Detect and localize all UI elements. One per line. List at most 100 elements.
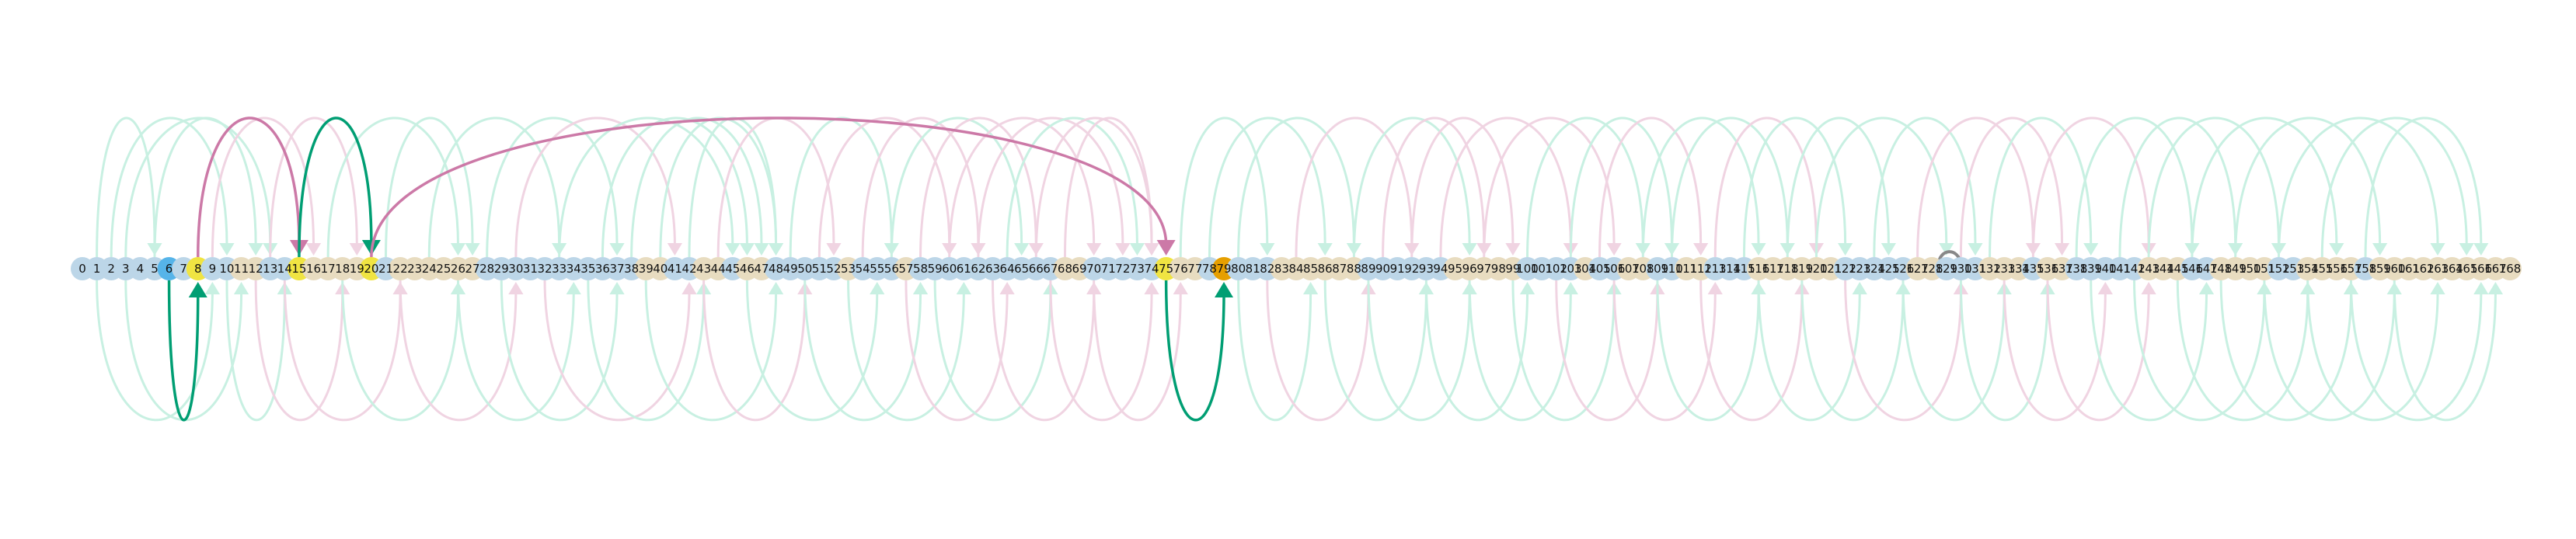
node-label-64: 64 — [1000, 262, 1015, 276]
node-label-141: 141 — [2109, 262, 2132, 276]
node-label-36: 36 — [595, 262, 610, 276]
arc-30-41 — [514, 116, 676, 258]
arc-82-89 — [1266, 280, 1370, 422]
node-label-37: 37 — [609, 262, 624, 276]
node-label-168: 168 — [2499, 262, 2522, 276]
arc-151-160 — [2263, 280, 2396, 422]
node-label-143: 143 — [2138, 262, 2160, 276]
node-label-55: 55 — [870, 262, 884, 276]
arc-158-166 — [2364, 116, 2483, 258]
arc-80-85 — [1237, 280, 1312, 422]
node-label-16: 16 — [306, 262, 321, 276]
nodes-layer: 0 1 2 3 4 5 6 7 8 9 10 11 12 13 14 15 16 17 18 19 20 21 22 23 24… — [71, 257, 2522, 280]
arrowhead-45 — [1968, 243, 1983, 256]
arc-14-22 — [283, 280, 402, 422]
node-label-71: 71 — [1101, 262, 1116, 276]
arrowhead-26 — [1144, 243, 1159, 256]
arc-50-58 — [803, 280, 922, 422]
arc-89-96 — [1367, 280, 1471, 422]
highlighted-arc-75-79 — [1164, 280, 1225, 422]
arc-118-125 — [1786, 116, 1890, 258]
node-label-6: 6 — [166, 262, 173, 276]
arrowhead-83 — [1519, 282, 1535, 294]
arrowhead-97 — [2198, 282, 2215, 294]
node-label-90: 90 — [1375, 262, 1390, 276]
node-label-138: 138 — [2065, 262, 2088, 276]
arc-58-66 — [919, 116, 1037, 258]
arc-115-122 — [1742, 116, 1847, 258]
arc-24-33 — [427, 116, 561, 258]
arc-3-11 — [124, 280, 243, 422]
arrowhead-59 — [233, 282, 249, 294]
arc-49-56 — [789, 116, 893, 258]
arrowhead-33 — [1505, 243, 1521, 256]
arrowhead-67 — [681, 282, 697, 294]
node-label-93: 93 — [1419, 262, 1434, 276]
arrowhead-42 — [1838, 243, 1853, 256]
faint-arcs-layer — [96, 116, 2504, 422]
node-label-150: 150 — [2239, 262, 2261, 276]
arc-78-86 — [1208, 116, 1326, 258]
arc-133-140 — [2003, 280, 2107, 422]
node-label-43: 43 — [696, 262, 711, 276]
node-label-97: 97 — [1476, 262, 1491, 276]
arc-56-65 — [890, 116, 1023, 258]
node-label-63: 63 — [985, 262, 1000, 276]
node-label-115: 115 — [1733, 262, 1755, 276]
node-label-74: 74 — [1145, 262, 1159, 276]
highlighted-arcs-layer — [167, 116, 1962, 422]
node-label-84: 84 — [1288, 262, 1303, 276]
arrowhead-102 — [2430, 282, 2445, 294]
arrowhead-53 — [2329, 243, 2344, 256]
node-label-57: 57 — [898, 262, 913, 276]
node-label-157: 157 — [2340, 262, 2362, 276]
node-label-121: 121 — [1820, 262, 1842, 276]
arc-113-120 — [1713, 116, 1818, 258]
node-label-52: 52 — [826, 262, 841, 276]
arc-36-46 — [601, 116, 748, 258]
node-label-26: 26 — [451, 262, 465, 276]
arrowhead-84 — [1563, 282, 1578, 294]
arc-59-67 — [933, 280, 1052, 422]
arc-138-146 — [2075, 116, 2194, 258]
node-label-154: 154 — [2296, 262, 2319, 276]
arrowhead-44 — [1939, 243, 1954, 256]
node-label-119: 119 — [1791, 262, 1814, 276]
node-label-87: 87 — [1332, 262, 1347, 276]
arc-39-48 — [644, 280, 778, 422]
arc-108-116 — [1641, 116, 1760, 258]
node-label-49: 49 — [783, 262, 798, 276]
node-label-60: 60 — [942, 262, 957, 276]
node-label-41: 41 — [668, 262, 682, 276]
arc-1-5 — [96, 116, 156, 258]
node-label-65: 65 — [1014, 262, 1029, 276]
arc-106-113 — [1612, 280, 1717, 422]
arrowhead-74 — [999, 282, 1015, 294]
arc-145-154 — [2176, 280, 2309, 422]
node-label-51: 51 — [812, 262, 827, 276]
arrowhead-13 — [754, 243, 769, 256]
arrowhead-64 — [508, 282, 524, 294]
node-label-48: 48 — [769, 262, 783, 276]
arrowhead-38 — [1693, 243, 1709, 256]
arrowhead-79 — [1302, 282, 1319, 294]
arrowhead-35 — [1606, 243, 1622, 256]
arc-130-136 — [1959, 280, 2049, 422]
node-label-73: 73 — [1130, 262, 1145, 276]
node-label-5: 5 — [151, 262, 159, 276]
node-label-0: 0 — [78, 262, 86, 276]
node-label-147: 147 — [2195, 262, 2218, 276]
arrowhead-24 — [1129, 243, 1145, 256]
node-label-34: 34 — [566, 262, 581, 276]
arc-93-100 — [1424, 280, 1529, 422]
node-label-83: 83 — [1274, 262, 1289, 276]
node-label-109: 109 — [1647, 262, 1669, 276]
arrowhead-3 — [248, 243, 263, 256]
node-label-92: 92 — [1404, 262, 1419, 276]
node-label-105: 105 — [1588, 262, 1611, 276]
arrowhead-77 — [1144, 282, 1159, 294]
node-label-101: 101 — [1531, 262, 1553, 276]
arc-18-26 — [341, 280, 459, 422]
node-label-2: 2 — [107, 262, 115, 276]
node-label-78: 78 — [1202, 262, 1217, 276]
